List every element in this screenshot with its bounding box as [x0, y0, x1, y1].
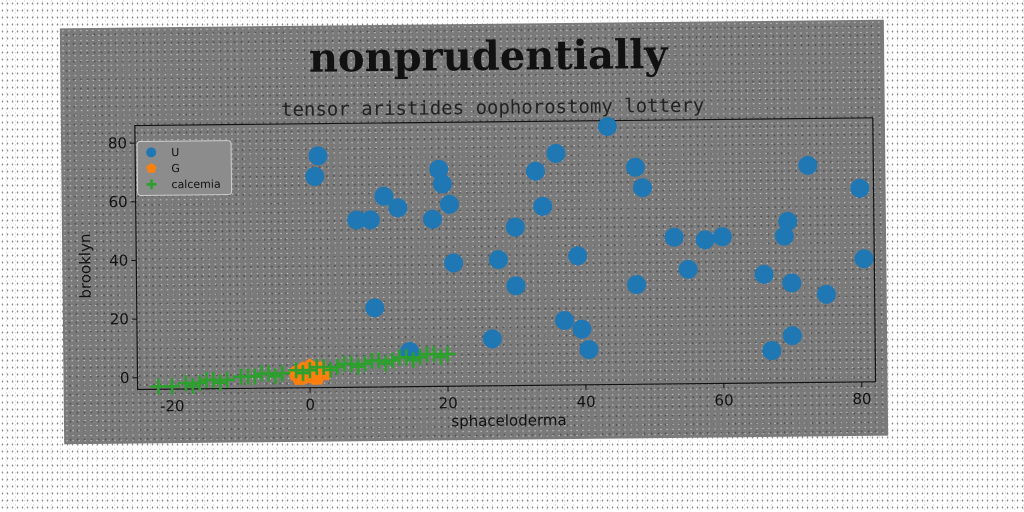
data-point-u — [678, 259, 698, 279]
data-point-u — [360, 210, 380, 230]
legend-marker-g — [146, 162, 157, 173]
x-tick-label: 40 — [576, 393, 595, 411]
data-point-u — [850, 178, 870, 198]
data-point-u — [798, 155, 818, 175]
y-tick-label: 60 — [108, 193, 127, 211]
data-point-u — [525, 161, 545, 181]
chart-subtitle: tensor aristides oophorostomy lottery — [281, 95, 704, 121]
data-point-u — [374, 186, 394, 206]
data-point-calcemia — [239, 368, 256, 385]
data-point-u — [444, 253, 464, 273]
data-point-calcemia — [308, 359, 325, 376]
y-tick-label: 80 — [108, 134, 127, 152]
x-tick-label: 80 — [852, 390, 871, 408]
data-point-calcemia — [418, 346, 435, 363]
data-point-u — [854, 249, 874, 269]
data-point-u — [568, 246, 588, 266]
y-tick-label: 0 — [120, 369, 130, 387]
data-point-calcemia — [253, 365, 270, 382]
data-point-u — [597, 116, 617, 136]
data-point-u — [695, 230, 715, 250]
data-point-calcemia — [288, 362, 305, 379]
data-point-calcemia — [412, 349, 429, 366]
data-point-u — [429, 159, 449, 179]
data-point-u — [572, 319, 592, 339]
data-point-calcemia — [377, 355, 394, 372]
plot-frame — [134, 117, 877, 391]
data-point-u — [754, 264, 774, 284]
legend-label-calcemia: calcemia — [171, 178, 220, 192]
data-point-u — [422, 209, 442, 229]
data-point-calcemia — [350, 358, 367, 375]
data-point-u — [762, 341, 782, 361]
data-point-u — [365, 298, 385, 318]
legend-label-u: U — [171, 146, 179, 159]
data-point-calcemia — [336, 355, 353, 372]
data-point-u — [632, 178, 652, 198]
data-point-u — [664, 227, 684, 247]
data-point-calcemia — [150, 378, 167, 395]
data-point-u — [782, 273, 802, 293]
data-point-calcemia — [191, 375, 208, 392]
data-point-calcemia — [267, 368, 284, 385]
data-point-calcemia — [439, 346, 456, 363]
data-point-u — [305, 166, 325, 186]
data-point-calcemia — [432, 349, 449, 366]
data-point-calcemia — [329, 358, 346, 375]
data-point-calcemia — [274, 365, 291, 382]
data-point-calcemia — [184, 378, 201, 395]
data-point-u — [440, 194, 460, 214]
data-point-u — [482, 329, 502, 349]
x-tick-label: 20 — [439, 394, 458, 412]
data-point-calcemia — [301, 362, 318, 379]
data-point-u — [388, 198, 408, 218]
scatter-chart: nonprudentially tensor aristides oophoro… — [76, 31, 877, 430]
data-point-u — [308, 146, 328, 166]
data-point-calcemia — [356, 355, 373, 372]
data-point-calcemia — [384, 352, 401, 369]
legend-marker-u — [146, 147, 157, 158]
data-point-u — [506, 276, 526, 296]
data-point-calcemia — [391, 349, 408, 366]
data-point-u — [505, 217, 525, 237]
data-point-u — [533, 196, 553, 216]
data-point-u — [546, 143, 566, 163]
data-point-u — [774, 226, 794, 246]
legend-marker-calcemia — [146, 179, 157, 190]
chart-title: nonprudentially — [309, 31, 670, 82]
data-point-u — [782, 326, 802, 346]
data-point-calcemia — [212, 374, 229, 391]
y-axis-label: brooklyn — [76, 234, 95, 299]
y-tick-label: 40 — [109, 252, 128, 270]
data-point-calcemia — [294, 365, 312, 382]
data-point-u — [488, 250, 508, 270]
y-tick-label: 20 — [110, 310, 129, 328]
legend-box — [136, 140, 233, 196]
x-tick-label: -20 — [160, 397, 185, 415]
data-point-u — [555, 311, 575, 331]
x-tick-label: 60 — [714, 391, 733, 409]
data-point-u — [712, 227, 732, 247]
data-point-calcemia — [198, 371, 215, 389]
data-point-calcemia — [219, 371, 236, 388]
x-axis-label: sphaceloderma — [451, 411, 566, 430]
data-point-calcemia — [363, 352, 380, 369]
data-point-calcemia — [164, 378, 181, 395]
data-point-u — [579, 340, 599, 360]
data-point-u — [816, 284, 836, 304]
data-point-calcemia — [322, 361, 339, 378]
data-point-calcemia — [177, 375, 194, 392]
data-point-u — [778, 211, 798, 231]
data-point-u — [627, 275, 647, 295]
data-point-calcemia — [405, 352, 422, 369]
data-point-u — [625, 157, 645, 177]
chart-figure: nonprudentially tensor aristides oophoro… — [59, 19, 889, 445]
data-point-u — [432, 174, 452, 194]
x-tick-label: 0 — [305, 396, 315, 414]
data-point-u — [347, 210, 367, 230]
legend-label-g: G — [171, 162, 180, 175]
